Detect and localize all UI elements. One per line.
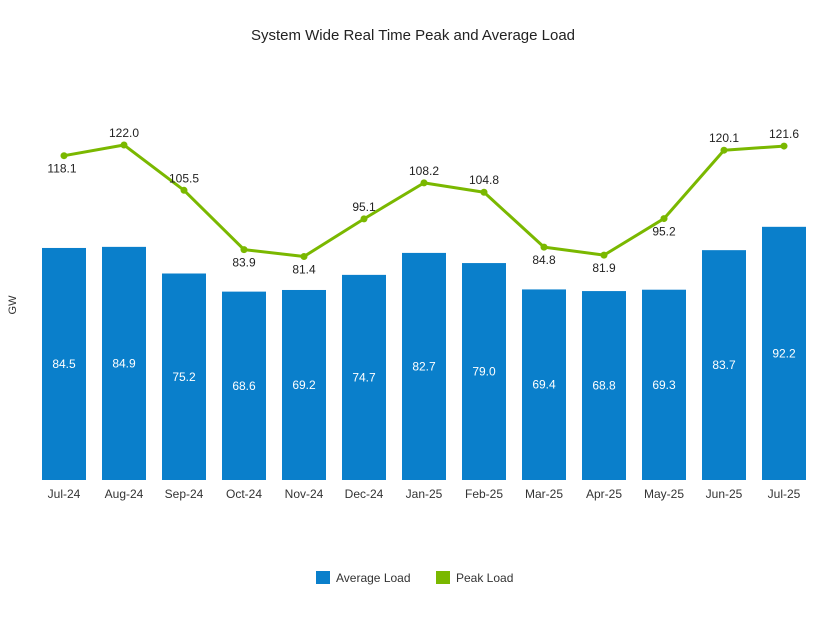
x-tick-label: Jul-25: [768, 487, 801, 501]
bar-May-25[interactable]: [642, 289, 686, 480]
bar-value-label: 84.9: [112, 356, 136, 370]
peak-point-Jul-24[interactable]: [60, 152, 68, 160]
x-tick-label: Sep-24: [165, 487, 204, 501]
bar-value-label: 83.7: [712, 358, 736, 372]
peak-value-label: 105.5: [169, 171, 199, 185]
peak-value-label: 81.4: [292, 262, 316, 276]
x-tick-label: May-25: [644, 487, 684, 501]
bar-value-label: 84.5: [52, 357, 76, 371]
legend-label-average[interactable]: Average Load: [336, 571, 411, 585]
bar-Aug-24[interactable]: [102, 246, 146, 480]
peak-point-Aug-24[interactable]: [120, 141, 128, 149]
bar-value-label: 92.2: [772, 346, 796, 360]
y-axis-label: GW: [7, 295, 19, 315]
bar-Mar-25[interactable]: [522, 289, 566, 480]
bar-value-label: 79.0: [472, 365, 496, 379]
x-tick-label: Jun-25: [706, 487, 743, 501]
peak-value-label: 83.9: [232, 256, 256, 270]
bar-value-label: 74.7: [352, 370, 376, 384]
peak-value-label: 118.1: [47, 162, 76, 176]
peak-load-line: [63, 143, 785, 258]
chart-title: System Wide Real Time Peak and Average L…: [251, 27, 575, 44]
peak-value-label: 95.2: [652, 225, 676, 239]
bar-value-label: 75.2: [172, 370, 196, 384]
peak-point-Jul-25[interactable]: [780, 142, 788, 150]
bar-Jul-25[interactable]: [762, 226, 806, 480]
peak-point-Nov-24[interactable]: [300, 252, 308, 260]
peak-point-May-25[interactable]: [660, 215, 668, 223]
bar-Jan-25[interactable]: [402, 252, 446, 480]
peak-value-label: 122.0: [109, 126, 139, 140]
x-tick-label: Feb-25: [465, 487, 503, 501]
peak-value-label: 81.9: [592, 261, 616, 275]
peak-value-label: 84.8: [532, 253, 556, 267]
x-tick-label: Apr-25: [586, 487, 622, 501]
bar-Feb-25[interactable]: [462, 263, 506, 480]
bar-Jul-24[interactable]: [42, 247, 86, 480]
bar-value-label: 69.3: [652, 378, 676, 392]
peak-point-Sep-24[interactable]: [180, 186, 188, 194]
peak-point-Jan-25[interactable]: [420, 179, 428, 187]
x-tick-label: Oct-24: [226, 487, 262, 501]
peak-value-label: 108.2: [409, 164, 439, 178]
legend-label-peak[interactable]: Peak Load: [456, 571, 513, 585]
peak-point-Oct-24[interactable]: [240, 246, 248, 254]
peak-value-label: 121.6: [769, 127, 799, 141]
legend-swatch-average: [316, 571, 330, 584]
legend: Average Load Peak Load: [316, 571, 513, 585]
peak-point-Jun-25[interactable]: [720, 146, 728, 154]
peak-point-Mar-25[interactable]: [540, 243, 548, 251]
bar-Sep-24[interactable]: [162, 273, 206, 480]
x-tick-label: Aug-24: [105, 487, 144, 501]
peak-point-Dec-24[interactable]: [360, 215, 368, 223]
bars-group: 84.5 84.9 75.2 68.6 69.2 74.7 82.7 79.0 69.4 68.8…: [42, 226, 806, 480]
x-tick-label: Mar-25: [525, 487, 563, 501]
peak-point-Feb-25[interactable]: [480, 188, 488, 196]
x-tick-label: Nov-24: [285, 487, 324, 501]
bar-Jun-25[interactable]: [702, 250, 746, 480]
line-group: 118.1 122.0 105.5 83.9 81.4 95.1 108.2 104.8 84.…: [47, 126, 799, 276]
bar-Apr-25[interactable]: [582, 291, 626, 480]
bar-value-label: 82.7: [412, 359, 436, 373]
peak-point-Apr-25[interactable]: [600, 251, 608, 259]
bar-value-label: 69.2: [292, 378, 316, 392]
bar-value-label: 69.4: [532, 378, 556, 392]
bar-Nov-24[interactable]: [282, 289, 326, 480]
peak-value-label: 104.8: [469, 173, 499, 187]
legend-swatch-peak: [436, 571, 450, 584]
bar-value-label: 68.6: [232, 379, 256, 393]
bar-Dec-24[interactable]: [342, 274, 386, 480]
x-tick-label: Jan-25: [406, 487, 443, 501]
bar-value-label: 68.8: [592, 379, 616, 393]
x-tick-labels: Jul-24 Aug-24 Sep-24 Oct-24 Nov-24 Dec-24 Jan-…: [48, 487, 801, 501]
x-tick-label: Dec-24: [345, 487, 384, 501]
bar-Oct-24[interactable]: [222, 291, 266, 480]
x-tick-label: Jul-24: [48, 487, 81, 501]
peak-value-label: 95.1: [352, 200, 376, 214]
peak-value-label: 120.1: [709, 131, 739, 145]
